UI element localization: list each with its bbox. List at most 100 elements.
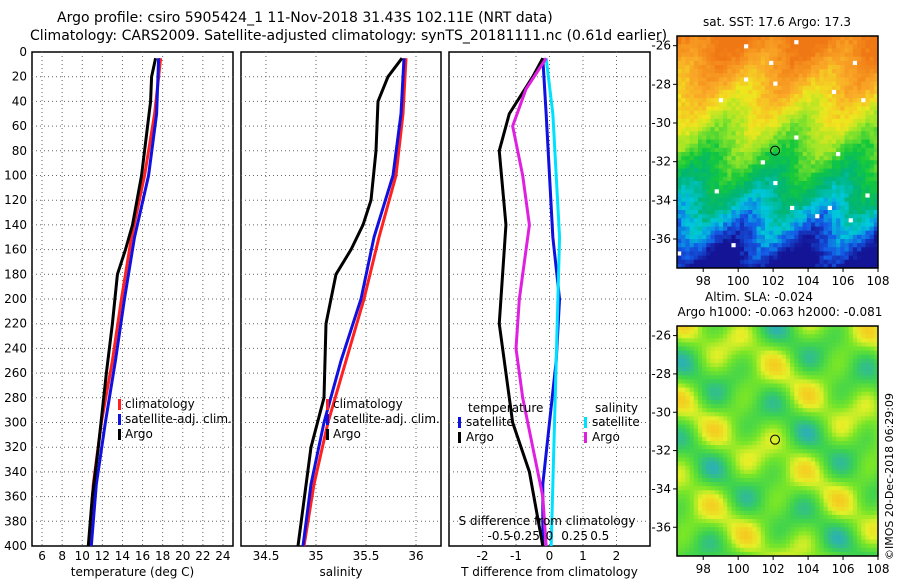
map-cell — [706, 135, 711, 140]
map-cell — [844, 473, 850, 479]
map-cell — [756, 73, 762, 78]
map-cell — [697, 234, 703, 240]
map-cell — [827, 441, 833, 446]
map-cell — [677, 334, 682, 339]
map-cell — [706, 98, 711, 103]
map-cell — [873, 114, 879, 120]
map-cell — [811, 371, 816, 376]
map-cell — [781, 94, 787, 99]
map-cell — [764, 404, 770, 409]
map-cell — [865, 102, 871, 107]
map-cell — [794, 56, 799, 62]
map-cell — [836, 56, 841, 62]
map-cell — [706, 44, 711, 49]
map-cell — [677, 81, 682, 87]
map-cell — [815, 334, 820, 339]
map-cell — [840, 420, 845, 425]
map-cell — [760, 441, 766, 446]
map-cell — [773, 110, 778, 116]
map-cell — [857, 106, 862, 111]
map-cell — [819, 176, 824, 182]
map-cell — [848, 210, 854, 215]
map-cell — [702, 490, 707, 495]
map-cell — [756, 85, 762, 91]
map-cell — [697, 502, 703, 508]
map-cell — [681, 222, 686, 227]
map-cell — [731, 482, 737, 487]
map-cell — [769, 383, 774, 389]
map-cell — [861, 181, 866, 186]
map-cell — [760, 168, 766, 174]
map-cell — [693, 185, 699, 190]
map-cell — [689, 230, 695, 236]
map-cell — [714, 498, 720, 504]
map-cell — [689, 391, 695, 397]
map-cell — [777, 73, 783, 78]
map-cell — [752, 214, 757, 219]
map-cell — [802, 131, 808, 136]
map-cell — [777, 362, 783, 368]
map-cell — [739, 222, 745, 227]
map-cell — [710, 73, 716, 78]
map-cell — [819, 367, 824, 372]
map-cell — [693, 502, 699, 508]
map-cell — [802, 432, 808, 438]
map-cell — [790, 197, 795, 203]
map-cell — [852, 176, 858, 182]
x-tick-label: 10 — [75, 549, 90, 563]
map-cell — [861, 255, 866, 261]
map-cell — [735, 477, 741, 483]
map-cell — [697, 477, 703, 483]
map-cell — [744, 412, 749, 417]
map-cell — [861, 123, 866, 128]
map-cell — [798, 326, 804, 331]
map-cell — [848, 375, 854, 380]
map-cell — [752, 486, 757, 491]
map-cell — [752, 201, 757, 207]
map-cell — [727, 110, 732, 116]
map-cell — [702, 164, 707, 169]
map-cell — [823, 428, 829, 434]
map-cell — [785, 77, 791, 82]
map-cell — [815, 73, 820, 78]
map-cell — [710, 197, 716, 203]
map-cell — [760, 263, 766, 269]
map-cell — [811, 367, 816, 372]
map-cell — [693, 222, 699, 227]
map-cell — [739, 342, 745, 347]
map-cell — [739, 131, 745, 136]
map-cell — [873, 98, 879, 103]
map-cell — [819, 371, 824, 376]
map-cell — [718, 404, 724, 409]
map-cell — [735, 77, 741, 82]
map-y-tick-label: -30 — [651, 116, 671, 130]
map-cell — [823, 98, 829, 103]
map-cell — [840, 218, 845, 223]
map-cell — [769, 338, 774, 343]
map-cell — [806, 350, 812, 356]
map-cell — [852, 81, 858, 87]
map-cell — [869, 362, 875, 368]
map-cell — [735, 147, 741, 153]
map-cell — [844, 358, 850, 364]
map-cell — [790, 338, 795, 343]
map-cell — [857, 176, 862, 182]
map-cell — [831, 48, 837, 53]
map-cell — [840, 243, 845, 248]
map-cell — [852, 379, 858, 384]
map-cell — [802, 490, 808, 495]
map-cell — [848, 234, 854, 240]
map-cell — [702, 73, 707, 78]
map-cell — [677, 210, 682, 215]
map-cell — [802, 326, 808, 331]
map-cell — [785, 48, 791, 53]
map-cell — [857, 424, 862, 430]
map-cell — [857, 185, 862, 190]
map-cell — [790, 358, 795, 364]
map-cell — [869, 251, 875, 256]
map-cell — [760, 387, 766, 393]
map-cell — [861, 197, 866, 203]
map-cell — [869, 214, 875, 219]
map-cell — [794, 110, 799, 116]
map-cell — [702, 193, 707, 198]
